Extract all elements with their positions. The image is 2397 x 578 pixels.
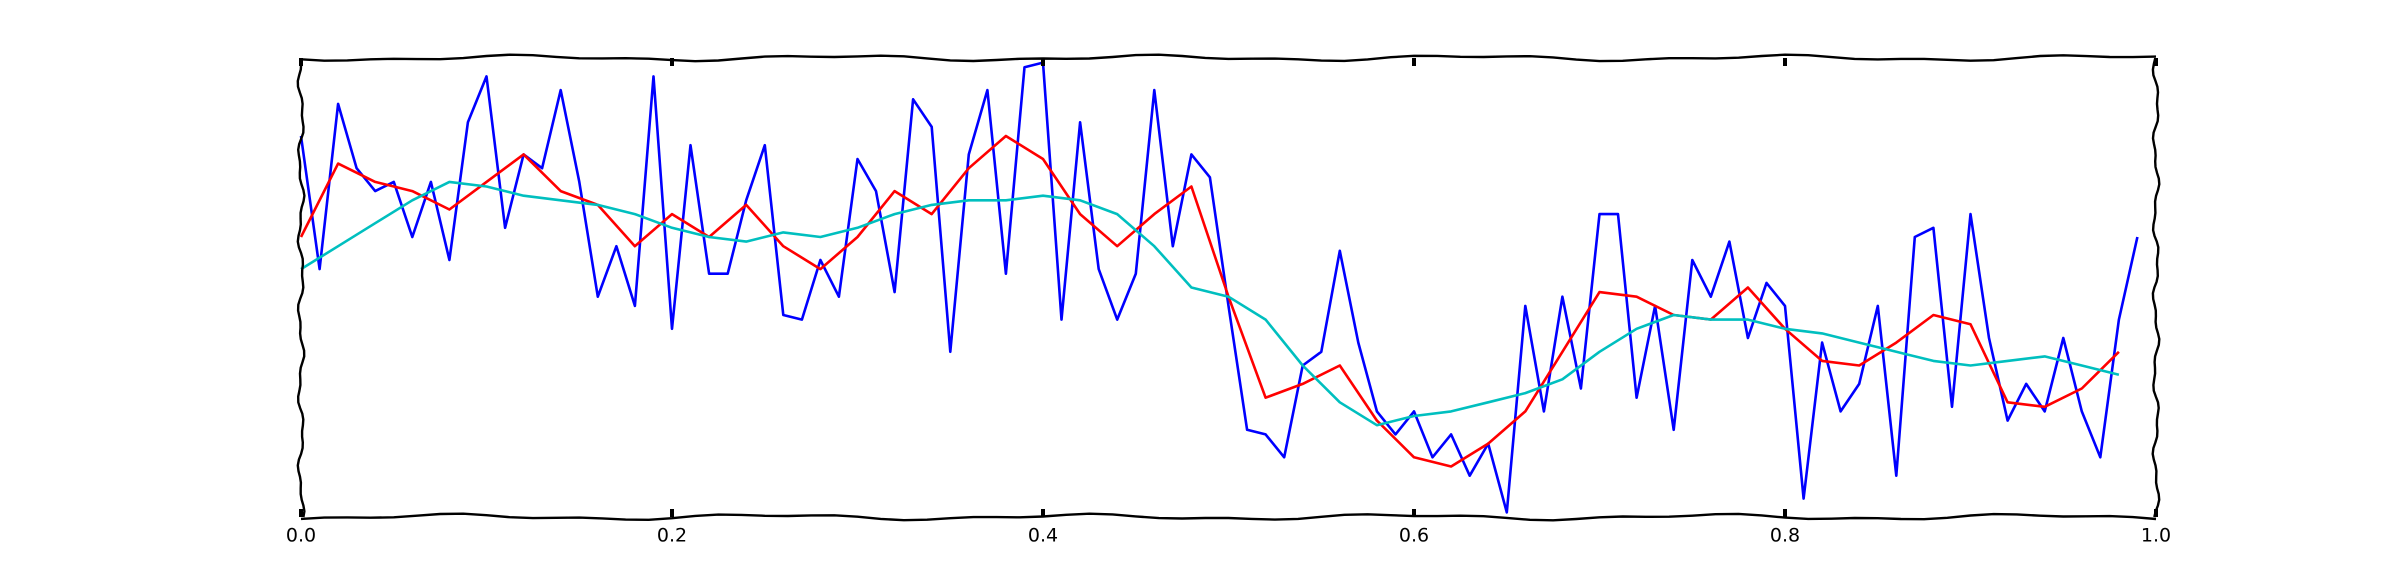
axis-frame — [300, 512, 2157, 522]
x-tick-label: 0.0 — [286, 525, 316, 547]
data-line — [300, 180, 2120, 427]
axis-frame — [2151, 57, 2161, 518]
axis-frame — [300, 53, 2157, 63]
axis-frame — [296, 57, 306, 518]
data-line — [299, 61, 2139, 514]
x-tick-label: 1.0 — [2141, 525, 2171, 547]
x-tick-label: 0.2 — [657, 525, 687, 547]
data-line — [299, 134, 2120, 468]
x-tick-label: 0.4 — [1028, 525, 1058, 547]
x-tick-label: 0.6 — [1399, 525, 1429, 547]
x-tick-label: 0.8 — [1770, 525, 1800, 547]
